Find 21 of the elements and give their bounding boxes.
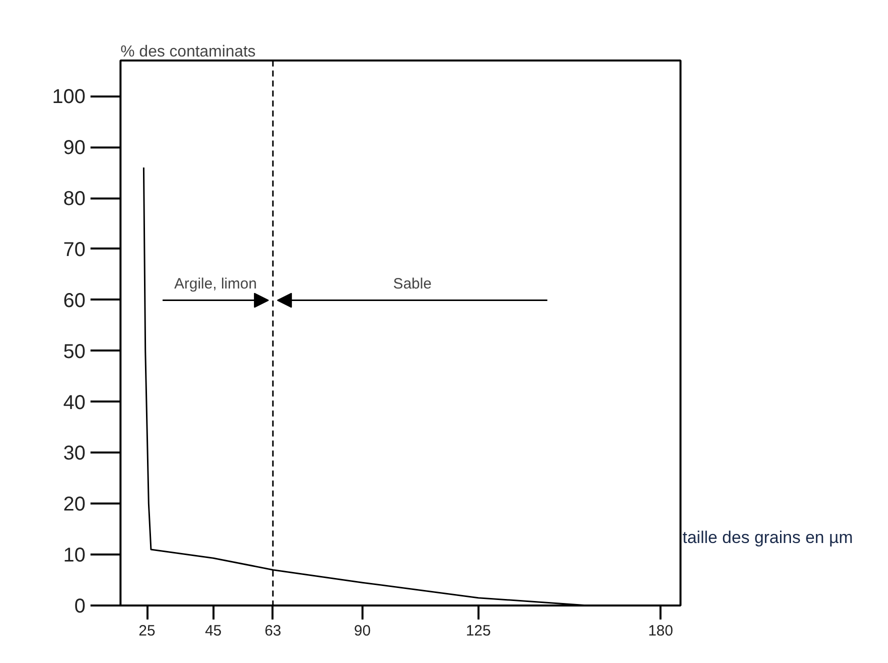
x-tick-label: 180	[648, 622, 674, 640]
y-tick-label: 60	[63, 290, 86, 312]
y-tick-label: 40	[63, 392, 86, 414]
x-tick-label: 45	[204, 622, 222, 640]
y-tick-label: 10	[63, 544, 86, 567]
y-tick-label: 50	[63, 340, 86, 363]
y-tick-label: 100	[52, 86, 86, 108]
y-tick-label: 0	[74, 596, 86, 618]
y-tick-label: 80	[63, 188, 86, 210]
annotation: Sable	[393, 275, 432, 292]
annotation: Argile, limon	[174, 275, 257, 292]
x-tick-label: 25	[138, 622, 156, 640]
y-tick-label: 90	[63, 137, 86, 160]
x-tick-label: 63	[264, 622, 282, 640]
y-tick-label: 30	[63, 442, 86, 465]
x-axis-title: taille des grains en µm	[682, 528, 853, 547]
y-tick-label: 70	[63, 238, 86, 261]
y-tick-label: 20	[63, 494, 86, 516]
x-tick-label: 90	[354, 622, 371, 640]
x-tick-label: 125	[466, 622, 491, 640]
y-axis-title: % des contaminats	[120, 44, 256, 60]
